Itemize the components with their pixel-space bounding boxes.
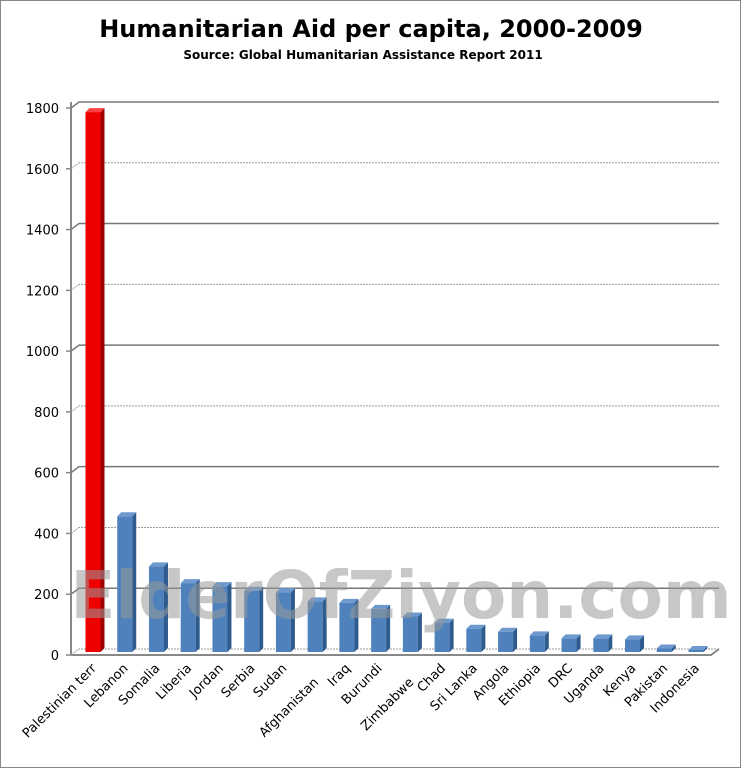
bar xyxy=(244,590,260,652)
bar-side xyxy=(671,644,676,652)
bar-side xyxy=(703,645,708,652)
y-tick-label: 400 xyxy=(34,527,59,542)
bar-side xyxy=(513,627,518,652)
bar-side xyxy=(100,108,105,653)
bar xyxy=(688,649,704,652)
bar xyxy=(180,583,196,652)
bar-side xyxy=(322,597,327,652)
y-tick-label: 600 xyxy=(34,467,59,482)
bar-top xyxy=(593,634,613,639)
bar-top xyxy=(212,582,232,587)
bar-side xyxy=(259,586,264,652)
bar-side xyxy=(290,588,295,652)
watermark: ElderOfZiyon.com xyxy=(70,557,731,634)
bar-side xyxy=(195,579,200,652)
bar-top xyxy=(275,588,295,593)
bar-top xyxy=(656,644,676,649)
bar-top xyxy=(402,612,422,617)
bar-top xyxy=(339,598,359,603)
bar-top xyxy=(307,597,327,602)
bar xyxy=(593,638,609,652)
bar-top xyxy=(148,562,168,567)
bar-top xyxy=(529,631,549,636)
y-tick-label: 0 xyxy=(51,649,59,664)
bar-top xyxy=(180,579,200,584)
gridline xyxy=(70,283,719,291)
chart-title: Humanitarian Aid per capita, 2000-2009 xyxy=(99,15,643,43)
bar-side xyxy=(608,634,613,652)
bar xyxy=(529,635,545,652)
x-tick-label: Sudan xyxy=(251,661,291,701)
bar xyxy=(339,602,355,652)
gridline xyxy=(70,526,719,534)
bar xyxy=(148,566,164,652)
x-tick-label: Serbia xyxy=(219,661,259,701)
bar xyxy=(561,638,577,652)
bar xyxy=(402,616,418,652)
bar xyxy=(625,639,641,652)
y-tick-label: 1400 xyxy=(26,224,59,239)
bar-top xyxy=(371,604,391,609)
bar-top xyxy=(434,618,454,623)
y-tick-label: 1800 xyxy=(26,102,59,117)
bar-top xyxy=(498,627,518,632)
gridline xyxy=(70,587,719,595)
gridline xyxy=(70,465,719,474)
gridline xyxy=(70,344,719,352)
bar xyxy=(117,516,133,652)
bar-top xyxy=(466,624,486,629)
y-tick-label: 800 xyxy=(34,406,59,421)
bar-side xyxy=(576,634,581,652)
bar-side xyxy=(132,512,137,652)
bar-side xyxy=(417,612,422,652)
bar xyxy=(275,592,291,652)
y-tick-label: 200 xyxy=(34,588,59,603)
bar xyxy=(212,586,228,652)
x-axis-floor xyxy=(71,648,720,656)
bar xyxy=(656,648,672,652)
y-tick-label: 1600 xyxy=(26,163,59,178)
bar-side xyxy=(386,604,391,652)
bar-side xyxy=(227,582,232,652)
y-tick-label: 1000 xyxy=(26,345,59,360)
bar-side xyxy=(163,562,168,652)
chart-subtitle: Source: Global Humanitarian Assistance R… xyxy=(183,48,542,62)
bar xyxy=(307,601,323,652)
gridline xyxy=(70,101,719,109)
bar xyxy=(466,628,482,652)
x-tick-label: Jordan xyxy=(186,661,227,702)
bar-side xyxy=(640,635,645,652)
bar xyxy=(371,608,387,652)
bar-top xyxy=(117,512,137,517)
gridline xyxy=(70,162,719,170)
gridline xyxy=(70,222,719,231)
bar-side xyxy=(544,631,549,652)
bar-top xyxy=(561,634,581,639)
bar xyxy=(498,631,514,652)
gridline xyxy=(70,405,719,413)
bar-side xyxy=(449,618,454,652)
bar xyxy=(85,112,101,653)
bar-side xyxy=(354,598,359,652)
bar-top xyxy=(85,108,105,113)
bar-top xyxy=(244,586,264,591)
bar-top xyxy=(625,635,645,640)
x-tick-label: Liberia xyxy=(153,661,195,703)
y-tick-label: 1200 xyxy=(26,284,59,299)
bar-top xyxy=(688,645,708,650)
bar-side xyxy=(481,624,486,652)
bar xyxy=(434,622,450,652)
